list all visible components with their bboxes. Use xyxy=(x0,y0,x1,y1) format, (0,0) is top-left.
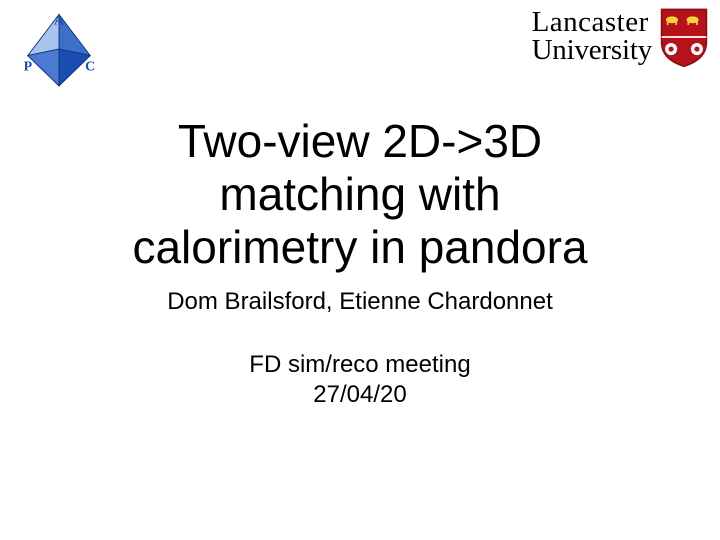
logo-letter-c: C xyxy=(85,59,95,74)
lancaster-line1: Lancaster xyxy=(532,9,652,37)
lancaster-wordmark: Lancaster University xyxy=(532,9,652,64)
meeting-info: FD sim/reco meeting 27/04/20 xyxy=(0,350,720,410)
slide-content: Two-view 2D->3D matching with calorimetr… xyxy=(0,95,720,410)
apc-logo: A P C xyxy=(18,8,100,90)
lancaster-line2: University xyxy=(532,37,652,65)
lancaster-logo: Lancaster University xyxy=(532,6,710,68)
shield-icon xyxy=(658,6,710,68)
logo-letter-p: P xyxy=(24,59,33,74)
meeting-line1: FD sim/reco meeting xyxy=(0,350,720,380)
authors: Dom Brailsford, Etienne Chardonnet xyxy=(0,288,720,316)
header: A P C Lancaster University xyxy=(0,0,720,95)
meeting-line2: 27/04/20 xyxy=(0,380,720,410)
logo-letter-a: A xyxy=(54,13,64,28)
crystal-icon: A P C xyxy=(18,8,100,90)
title-line2: matching with xyxy=(0,168,720,221)
title-line1: Two-view 2D->3D xyxy=(0,115,720,168)
slide-title: Two-view 2D->3D matching with calorimetr… xyxy=(0,115,720,274)
title-line3: calorimetry in pandora xyxy=(0,221,720,274)
